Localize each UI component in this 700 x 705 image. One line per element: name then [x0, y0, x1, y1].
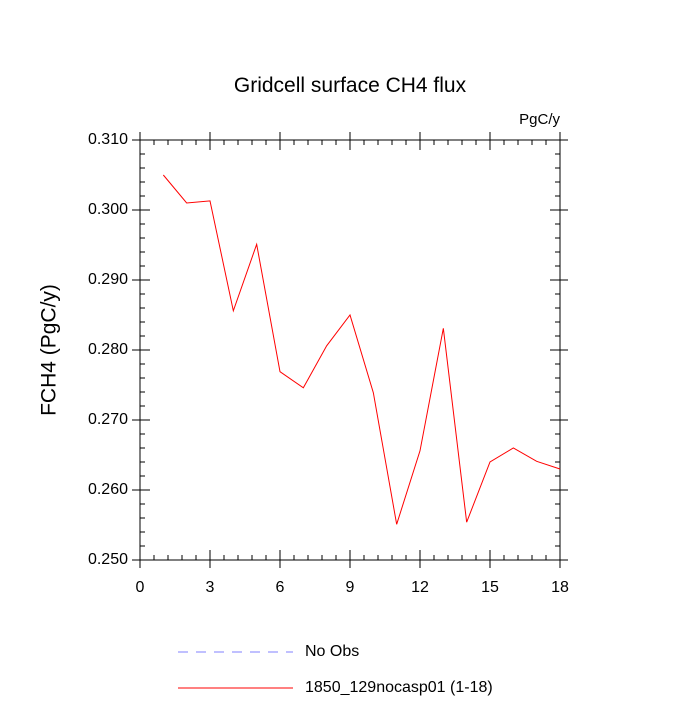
x-tick-label: 3 — [206, 579, 215, 596]
x-tick-label: 9 — [346, 579, 355, 596]
chart-title: Gridcell surface CH4 flux — [234, 74, 467, 97]
y-tick-label: 0.260 — [88, 481, 128, 498]
y-axis-label: FCH4 (PgC/y) — [38, 284, 61, 416]
y-tick-label: 0.300 — [88, 201, 128, 218]
x-tick-label: 6 — [276, 579, 285, 596]
legend-label: 1850_129nocasp01 (1-18) — [305, 679, 493, 696]
series-line — [162, 174, 561, 525]
y-tick-label: 0.250 — [88, 551, 128, 568]
x-tick-label: 18 — [551, 579, 569, 596]
y-tick-label: 0.280 — [88, 341, 128, 358]
x-tick-label: 0 — [136, 579, 145, 596]
y-tick-label: 0.270 — [88, 411, 128, 428]
units-label: PgC/y — [519, 111, 560, 128]
x-tick-label: 15 — [481, 579, 499, 596]
y-tick-label: 0.290 — [88, 271, 128, 288]
y-tick-label: 0.310 — [88, 131, 128, 148]
x-tick-label: 12 — [411, 579, 429, 596]
legend-label: No Obs — [305, 643, 359, 660]
